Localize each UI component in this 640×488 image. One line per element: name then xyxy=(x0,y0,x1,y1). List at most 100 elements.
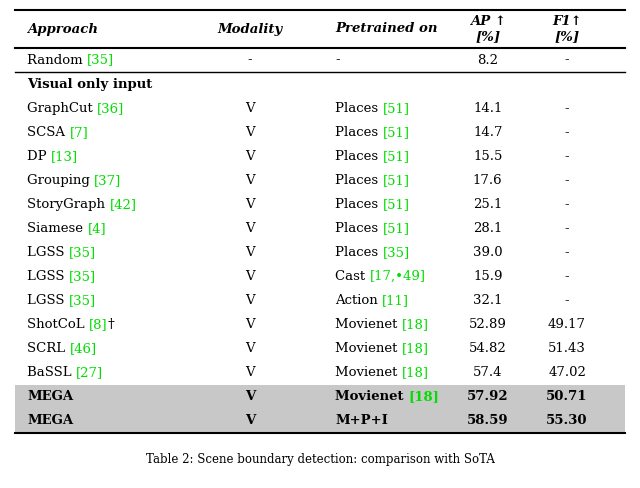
Text: [51]: [51] xyxy=(383,150,410,163)
Text: [11]: [11] xyxy=(382,294,409,307)
Text: Movienet: Movienet xyxy=(335,318,402,331)
Text: V: V xyxy=(244,414,255,427)
Text: V: V xyxy=(245,366,255,379)
Text: DP: DP xyxy=(28,150,51,163)
Text: V: V xyxy=(245,294,255,307)
Text: Modality: Modality xyxy=(217,22,282,36)
Text: Random: Random xyxy=(28,54,87,66)
Text: [51]: [51] xyxy=(383,126,410,139)
Text: 57.4: 57.4 xyxy=(473,366,502,379)
Text: Places: Places xyxy=(335,174,383,187)
Text: Approach: Approach xyxy=(28,22,98,36)
Text: 14.7: 14.7 xyxy=(473,126,502,139)
Text: [46]: [46] xyxy=(70,342,97,355)
Text: [7]: [7] xyxy=(70,126,88,139)
Text: M+P+I: M+P+I xyxy=(335,414,388,427)
Text: 14.1: 14.1 xyxy=(473,102,502,115)
Text: Movienet: Movienet xyxy=(335,366,402,379)
Text: [35]: [35] xyxy=(69,270,96,283)
Text: [42]: [42] xyxy=(109,198,136,211)
Text: [35]: [35] xyxy=(69,294,96,307)
Text: Movienet: Movienet xyxy=(335,390,408,404)
Text: V: V xyxy=(245,246,255,259)
Text: 8.2: 8.2 xyxy=(477,54,499,66)
Text: BaSSL: BaSSL xyxy=(28,366,76,379)
Text: V: V xyxy=(245,222,255,235)
Text: [51]: [51] xyxy=(383,198,410,211)
Text: [51]: [51] xyxy=(383,174,410,187)
Text: 51.43: 51.43 xyxy=(548,342,586,355)
Text: -: - xyxy=(564,198,570,211)
Text: Pretrained on: Pretrained on xyxy=(335,22,438,36)
Text: AP ↑
[%]: AP ↑ [%] xyxy=(470,15,506,43)
Text: V: V xyxy=(245,174,255,187)
Text: V: V xyxy=(244,390,255,404)
Text: 55.30: 55.30 xyxy=(547,414,588,427)
Text: 39.0: 39.0 xyxy=(473,246,502,259)
Text: -: - xyxy=(564,54,570,66)
Text: -: - xyxy=(564,246,570,259)
Text: Cast: Cast xyxy=(335,270,370,283)
Text: V: V xyxy=(245,270,255,283)
Text: 54.82: 54.82 xyxy=(469,342,507,355)
Text: LGSS: LGSS xyxy=(28,270,69,283)
Text: -: - xyxy=(564,294,570,307)
Text: V: V xyxy=(245,318,255,331)
Text: [51]: [51] xyxy=(383,102,410,115)
Text: SCSA: SCSA xyxy=(28,126,70,139)
Text: -: - xyxy=(248,54,252,66)
Text: MEGA: MEGA xyxy=(28,390,74,404)
Text: MEGA: MEGA xyxy=(28,414,74,427)
Text: Movienet: Movienet xyxy=(335,342,402,355)
Text: 25.1: 25.1 xyxy=(473,198,502,211)
Text: StoryGraph: StoryGraph xyxy=(28,198,109,211)
Text: Places: Places xyxy=(335,102,383,115)
Text: 47.02: 47.02 xyxy=(548,366,586,379)
Text: Places: Places xyxy=(335,150,383,163)
Text: [8]: [8] xyxy=(89,318,108,331)
Text: Action: Action xyxy=(335,294,382,307)
Text: V: V xyxy=(245,150,255,163)
Text: -: - xyxy=(564,222,570,235)
Text: 50.71: 50.71 xyxy=(547,390,588,404)
Text: V: V xyxy=(245,126,255,139)
Text: 49.17: 49.17 xyxy=(548,318,586,331)
Text: [36]: [36] xyxy=(97,102,124,115)
Text: F1↑
[%]: F1↑ [%] xyxy=(552,15,582,43)
Text: [18]: [18] xyxy=(402,366,429,379)
Text: LGSS: LGSS xyxy=(28,246,69,259)
Text: Visual only input: Visual only input xyxy=(28,78,152,91)
Text: -: - xyxy=(564,150,570,163)
Text: SCRL: SCRL xyxy=(28,342,70,355)
Text: [51]: [51] xyxy=(383,222,410,235)
Text: Siamese: Siamese xyxy=(28,222,88,235)
Text: -: - xyxy=(564,126,570,139)
Text: 52.89: 52.89 xyxy=(469,318,507,331)
Text: [37]: [37] xyxy=(94,174,122,187)
Text: 58.59: 58.59 xyxy=(467,414,509,427)
Text: 32.1: 32.1 xyxy=(473,294,502,307)
Text: 28.1: 28.1 xyxy=(473,222,502,235)
Text: Grouping: Grouping xyxy=(28,174,94,187)
Text: 15.5: 15.5 xyxy=(473,150,502,163)
Text: Places: Places xyxy=(335,198,383,211)
Text: [27]: [27] xyxy=(76,366,103,379)
Text: V: V xyxy=(245,198,255,211)
Text: V: V xyxy=(245,102,255,115)
Text: LGSS: LGSS xyxy=(28,294,69,307)
Text: †: † xyxy=(108,318,115,331)
Text: [35]: [35] xyxy=(87,54,114,66)
Text: -: - xyxy=(564,102,570,115)
Text: [18]: [18] xyxy=(402,342,429,355)
Text: -: - xyxy=(335,54,340,66)
Text: -: - xyxy=(564,174,570,187)
Text: [13]: [13] xyxy=(51,150,78,163)
Text: [35]: [35] xyxy=(69,246,96,259)
Text: ShotCoL: ShotCoL xyxy=(28,318,89,331)
Text: Table 2: Scene boundary detection: comparison with SoTA: Table 2: Scene boundary detection: compa… xyxy=(145,453,495,467)
Text: [18]: [18] xyxy=(402,318,429,331)
Text: Places: Places xyxy=(335,246,383,259)
Text: Places: Places xyxy=(335,222,383,235)
Text: V: V xyxy=(245,342,255,355)
Text: GraphCut: GraphCut xyxy=(28,102,97,115)
